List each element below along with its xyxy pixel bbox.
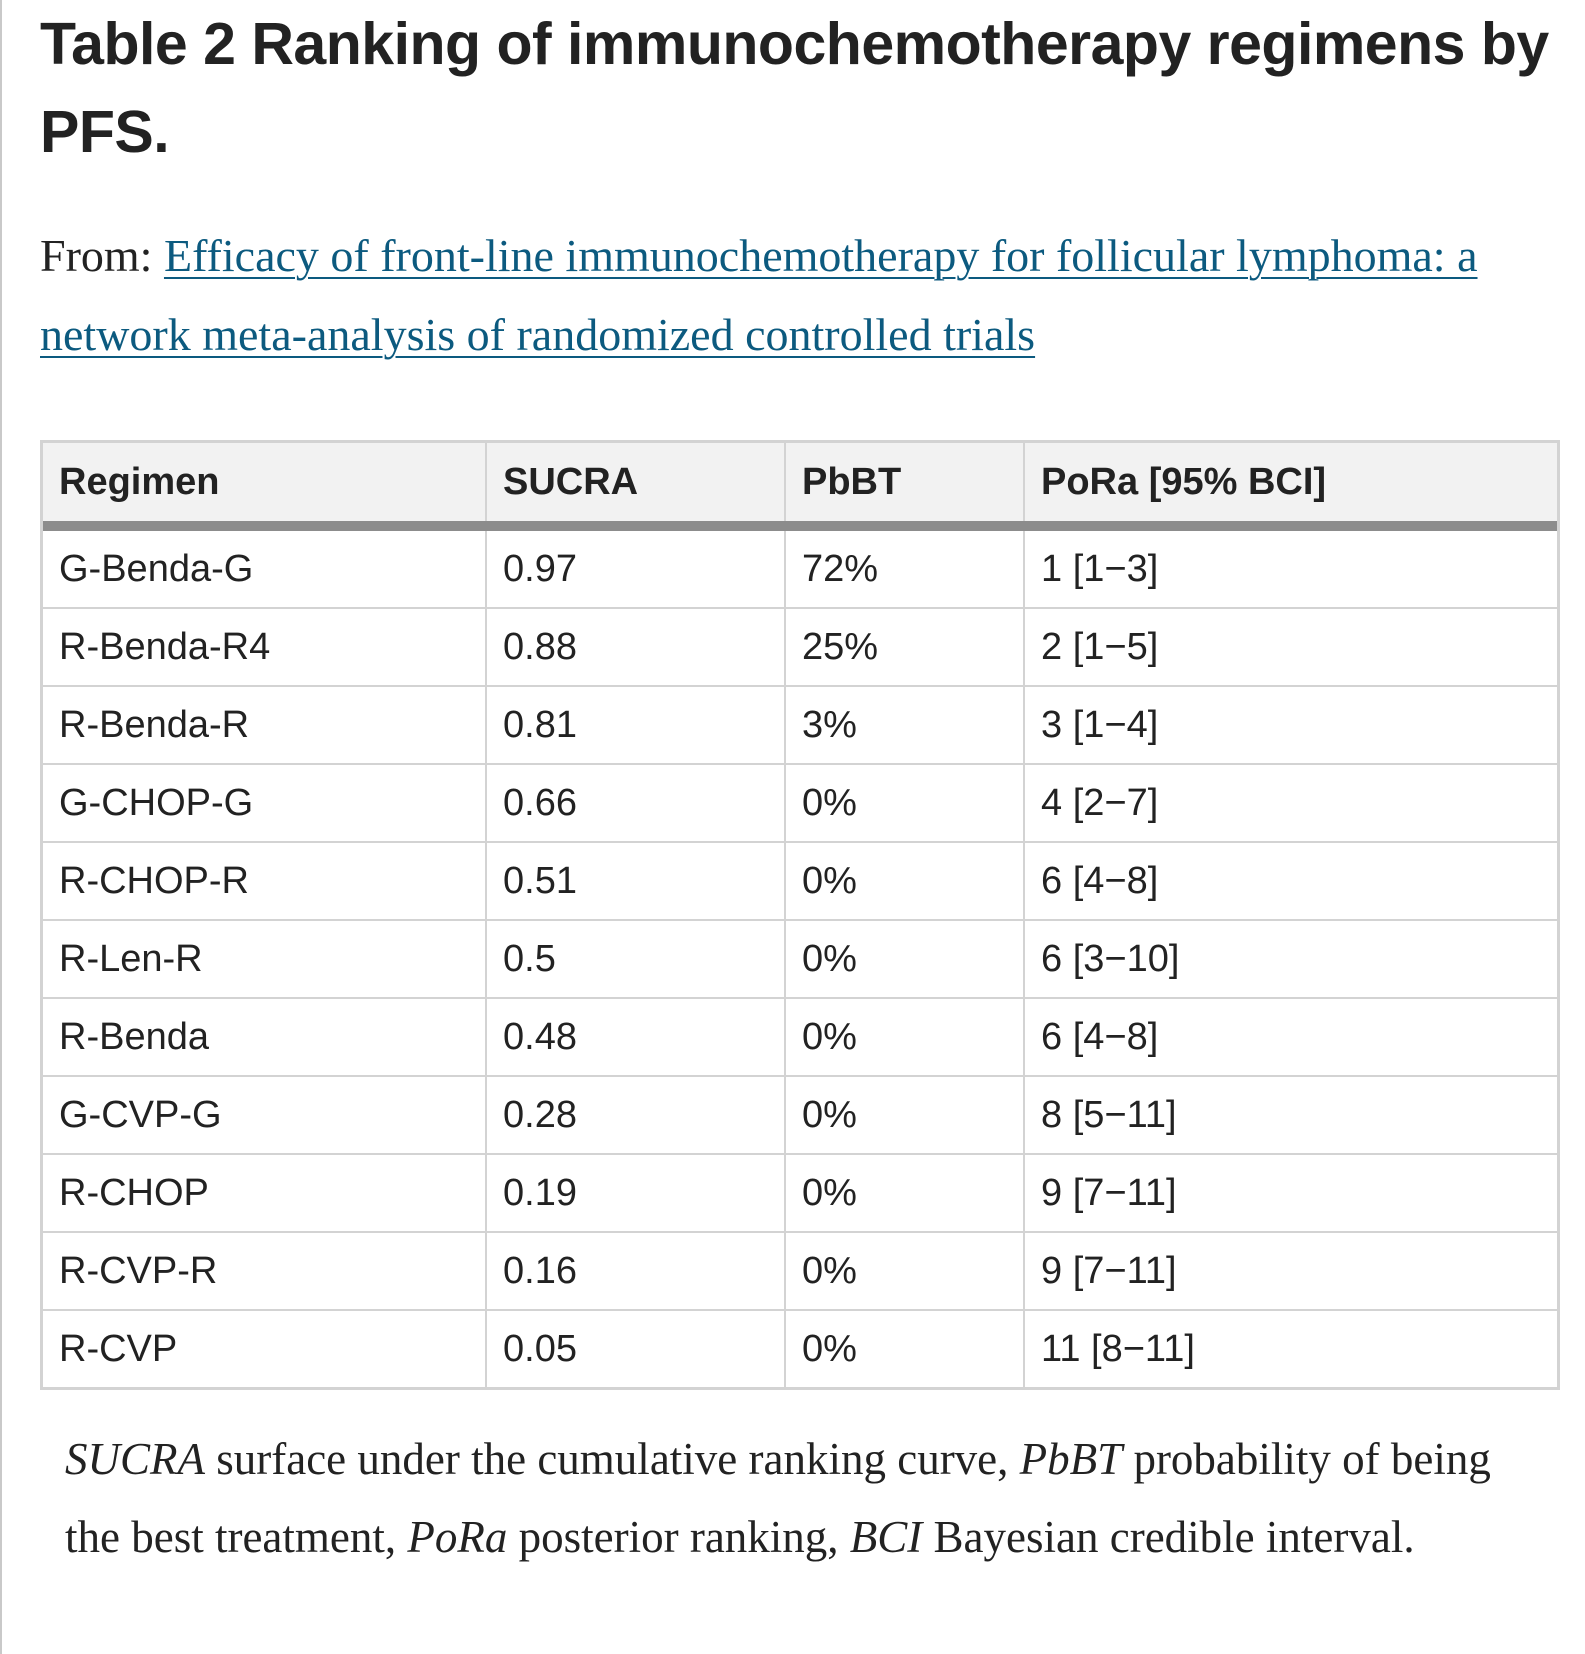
cell-pbbt: 0%: [785, 842, 1025, 921]
footnote-abbr-pora: PoRa: [407, 1512, 508, 1562]
source-article-link[interactable]: Efficacy of front-line immunochemotherap…: [40, 230, 1478, 360]
table-row: R-CHOP 0.19 0% 9 [7−11]: [43, 1154, 1557, 1233]
left-border: [0, 0, 2, 1654]
cell-regimen: R-Benda: [43, 998, 487, 1077]
cell-regimen: R-Benda-R4: [43, 608, 487, 687]
footnote-def-sucra: surface under the cumulative ranking cur…: [205, 1434, 1020, 1484]
footnote-def-pora: posterior ranking,: [507, 1512, 850, 1562]
cell-pbbt: 0%: [785, 920, 1025, 999]
cell-pora: 9 [7−11]: [1024, 1232, 1557, 1311]
cell-pbbt: 0%: [785, 1076, 1025, 1155]
cell-pbbt: 72%: [785, 526, 1025, 609]
ranking-table-container: Regimen SUCRA PbBT PoRa [95% BCI] G-Bend…: [40, 440, 1560, 1390]
cell-pbbt: 25%: [785, 608, 1025, 687]
cell-pbbt: 0%: [785, 1310, 1025, 1387]
table-row: G-Benda-G 0.97 72% 1 [1−3]: [43, 526, 1557, 609]
cell-pora: 8 [5−11]: [1024, 1076, 1557, 1155]
cell-regimen: R-CVP: [43, 1310, 487, 1387]
table-row: R-Len-R 0.5 0% 6 [3−10]: [43, 920, 1557, 999]
cell-pbbt: 3%: [785, 686, 1025, 765]
figure-content: Table 2 Ranking of immunochemotherapy re…: [40, 0, 1560, 1562]
table-row: R-CHOP-R 0.51 0% 6 [4−8]: [43, 842, 1557, 921]
table-row: R-CVP 0.05 0% 11 [8−11]: [43, 1310, 1557, 1387]
cell-pora: 3 [1−4]: [1024, 686, 1557, 765]
header-pbbt: PbBT: [785, 443, 1025, 531]
cell-sucra: 0.51: [486, 842, 786, 921]
table-row: R-Benda-R 0.81 3% 3 [1−4]: [43, 686, 1557, 765]
table-title: Table 2 Ranking of immunochemotherapy re…: [40, 11, 1549, 165]
cell-sucra: 0.48: [486, 998, 786, 1077]
table-row: G-CVP-G 0.28 0% 8 [5−11]: [43, 1076, 1557, 1155]
cell-sucra: 0.66: [486, 764, 786, 843]
cell-pora: 6 [4−8]: [1024, 842, 1557, 921]
cell-sucra: 0.05: [486, 1310, 786, 1387]
footnote-abbr-bci: BCI: [849, 1512, 923, 1562]
cell-pora: 2 [1−5]: [1024, 608, 1557, 687]
cell-regimen: R-CVP-R: [43, 1232, 487, 1311]
cell-regimen: G-CHOP-G: [43, 764, 487, 843]
cell-pora: 9 [7−11]: [1024, 1154, 1557, 1233]
table-row: G-CHOP-G 0.66 0% 4 [2−7]: [43, 764, 1557, 843]
cell-regimen: R-Len-R: [43, 920, 487, 999]
cell-sucra: 0.97: [486, 526, 786, 609]
cell-pbbt: 0%: [785, 998, 1025, 1077]
cell-pora: 4 [2−7]: [1024, 764, 1557, 843]
footnote-abbr-sucra: SUCRA: [65, 1434, 205, 1484]
cell-regimen: R-CHOP: [43, 1154, 487, 1233]
header-pora: PoRa [95% BCI]: [1024, 443, 1557, 531]
footnote-def-bci: Bayesian credible interval.: [922, 1512, 1415, 1562]
table-row: R-Benda-R4 0.88 25% 2 [1−5]: [43, 608, 1557, 687]
cell-pbbt: 0%: [785, 1154, 1025, 1233]
table-row: R-CVP-R 0.16 0% 9 [7−11]: [43, 1232, 1557, 1311]
table-header-row: Regimen SUCRA PbBT PoRa [95% BCI]: [43, 443, 1557, 531]
cell-pora: 1 [1−3]: [1024, 526, 1557, 609]
table-body: G-Benda-G 0.97 72% 1 [1−3] R-Benda-R4 0.88 25%…: [43, 526, 1557, 1387]
cell-pbbt: 0%: [785, 1232, 1025, 1311]
table-row: R-Benda 0.48 0% 6 [4−8]: [43, 998, 1557, 1077]
footnote-abbr-pbbt: PbBT: [1019, 1434, 1123, 1484]
cell-pbbt: 0%: [785, 764, 1025, 843]
cell-pora: 6 [3−10]: [1024, 920, 1557, 999]
cell-sucra: 0.88: [486, 608, 786, 687]
cell-pora: 11 [8−11]: [1041, 1327, 1195, 1370]
header-sucra: SUCRA: [486, 443, 786, 531]
cell-sucra: 0.81: [486, 686, 786, 765]
cell-sucra: 0.5: [486, 920, 786, 999]
cell-sucra: 0.16: [486, 1232, 786, 1311]
cell-regimen: R-CHOP-R: [43, 842, 487, 921]
ranking-table: Regimen SUCRA PbBT PoRa [95% BCI] G-Bend…: [43, 443, 1557, 1387]
cell-pora: 6 [4−8]: [1024, 998, 1557, 1077]
footnote-def-pbbt: probability of being the best treatment,: [65, 1434, 1491, 1562]
cell-regimen: G-CVP-G: [43, 1076, 487, 1155]
source-citation: From: Efficacy of front-line immunochemo…: [40, 216, 1560, 374]
source-prefix: From:: [40, 230, 153, 281]
cell-regimen: G-Benda-G: [43, 526, 487, 609]
cell-sucra: 0.19: [486, 1154, 786, 1233]
cell-sucra: 0.28: [486, 1076, 786, 1155]
header-regimen: Regimen: [43, 443, 487, 531]
cell-regimen: R-Benda-R: [43, 686, 487, 765]
table-footnote: SUCRA surface under the cumulative ranki…: [65, 1420, 1545, 1576]
